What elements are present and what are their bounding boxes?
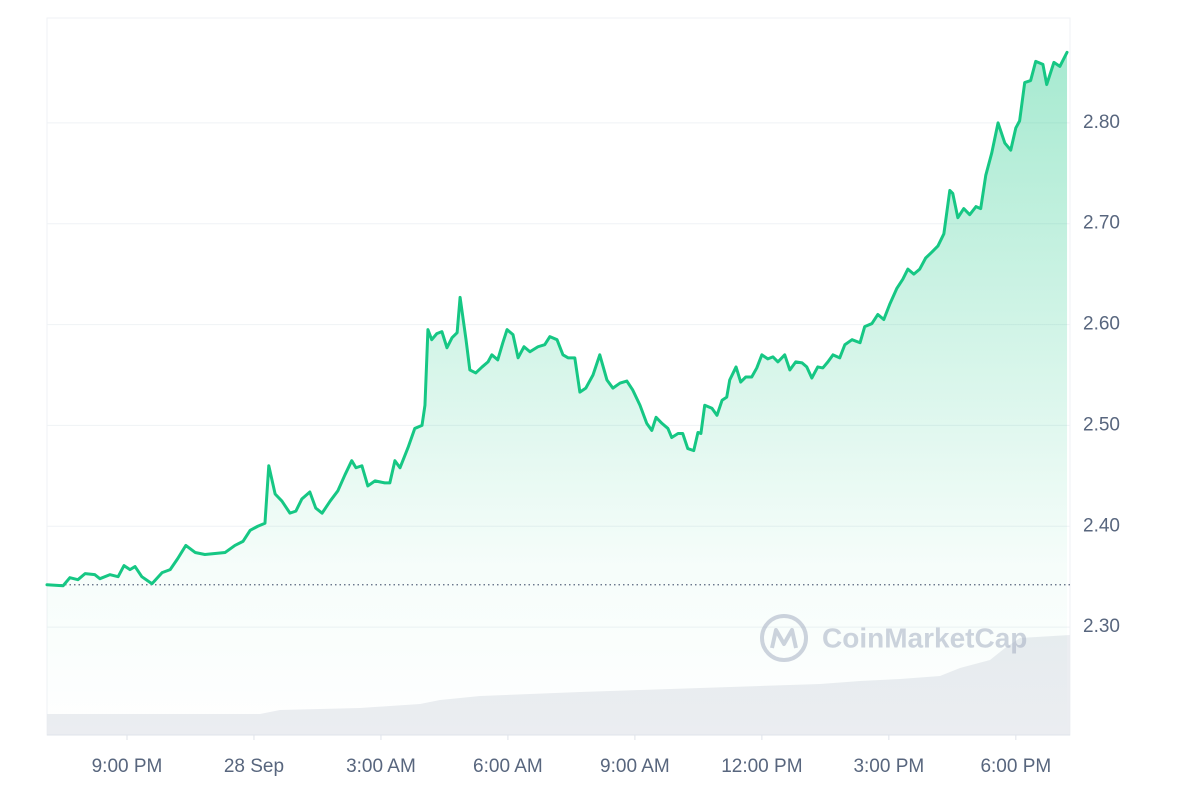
y-tick-label: 2.30 [1083,616,1120,637]
x-tick-label: 9:00 AM [600,756,670,777]
x-tick-label: 9:00 PM [92,756,163,777]
y-tick-label: 2.60 [1083,314,1120,335]
ticks: 2.30 2.40 2.50 2.60 2.70 2.80 9:00 PM 28 Sep 3:0… [92,112,1120,777]
price-line [45,50,1069,588]
x-tick-label: 3:00 AM [346,756,416,777]
x-tick-label: 6:00 AM [473,756,543,777]
x-tick-label: 3:00 PM [853,756,924,777]
y-tick-label: 2.70 [1083,213,1120,234]
watermark: CoinMarketCap [760,614,1027,662]
x-tick-label: 6:00 PM [980,756,1051,777]
y-tick-label: 2.50 [1083,414,1120,435]
watermark-text: CoinMarketCap [822,622,1027,653]
price-area [47,52,1068,736]
x-tick-label: 28 Sep [224,756,284,777]
x-tick-label: 12:00 PM [721,756,802,777]
y-tick-label: 2.40 [1083,515,1120,536]
y-tick-label: 2.80 [1083,112,1120,133]
series [45,50,1070,736]
